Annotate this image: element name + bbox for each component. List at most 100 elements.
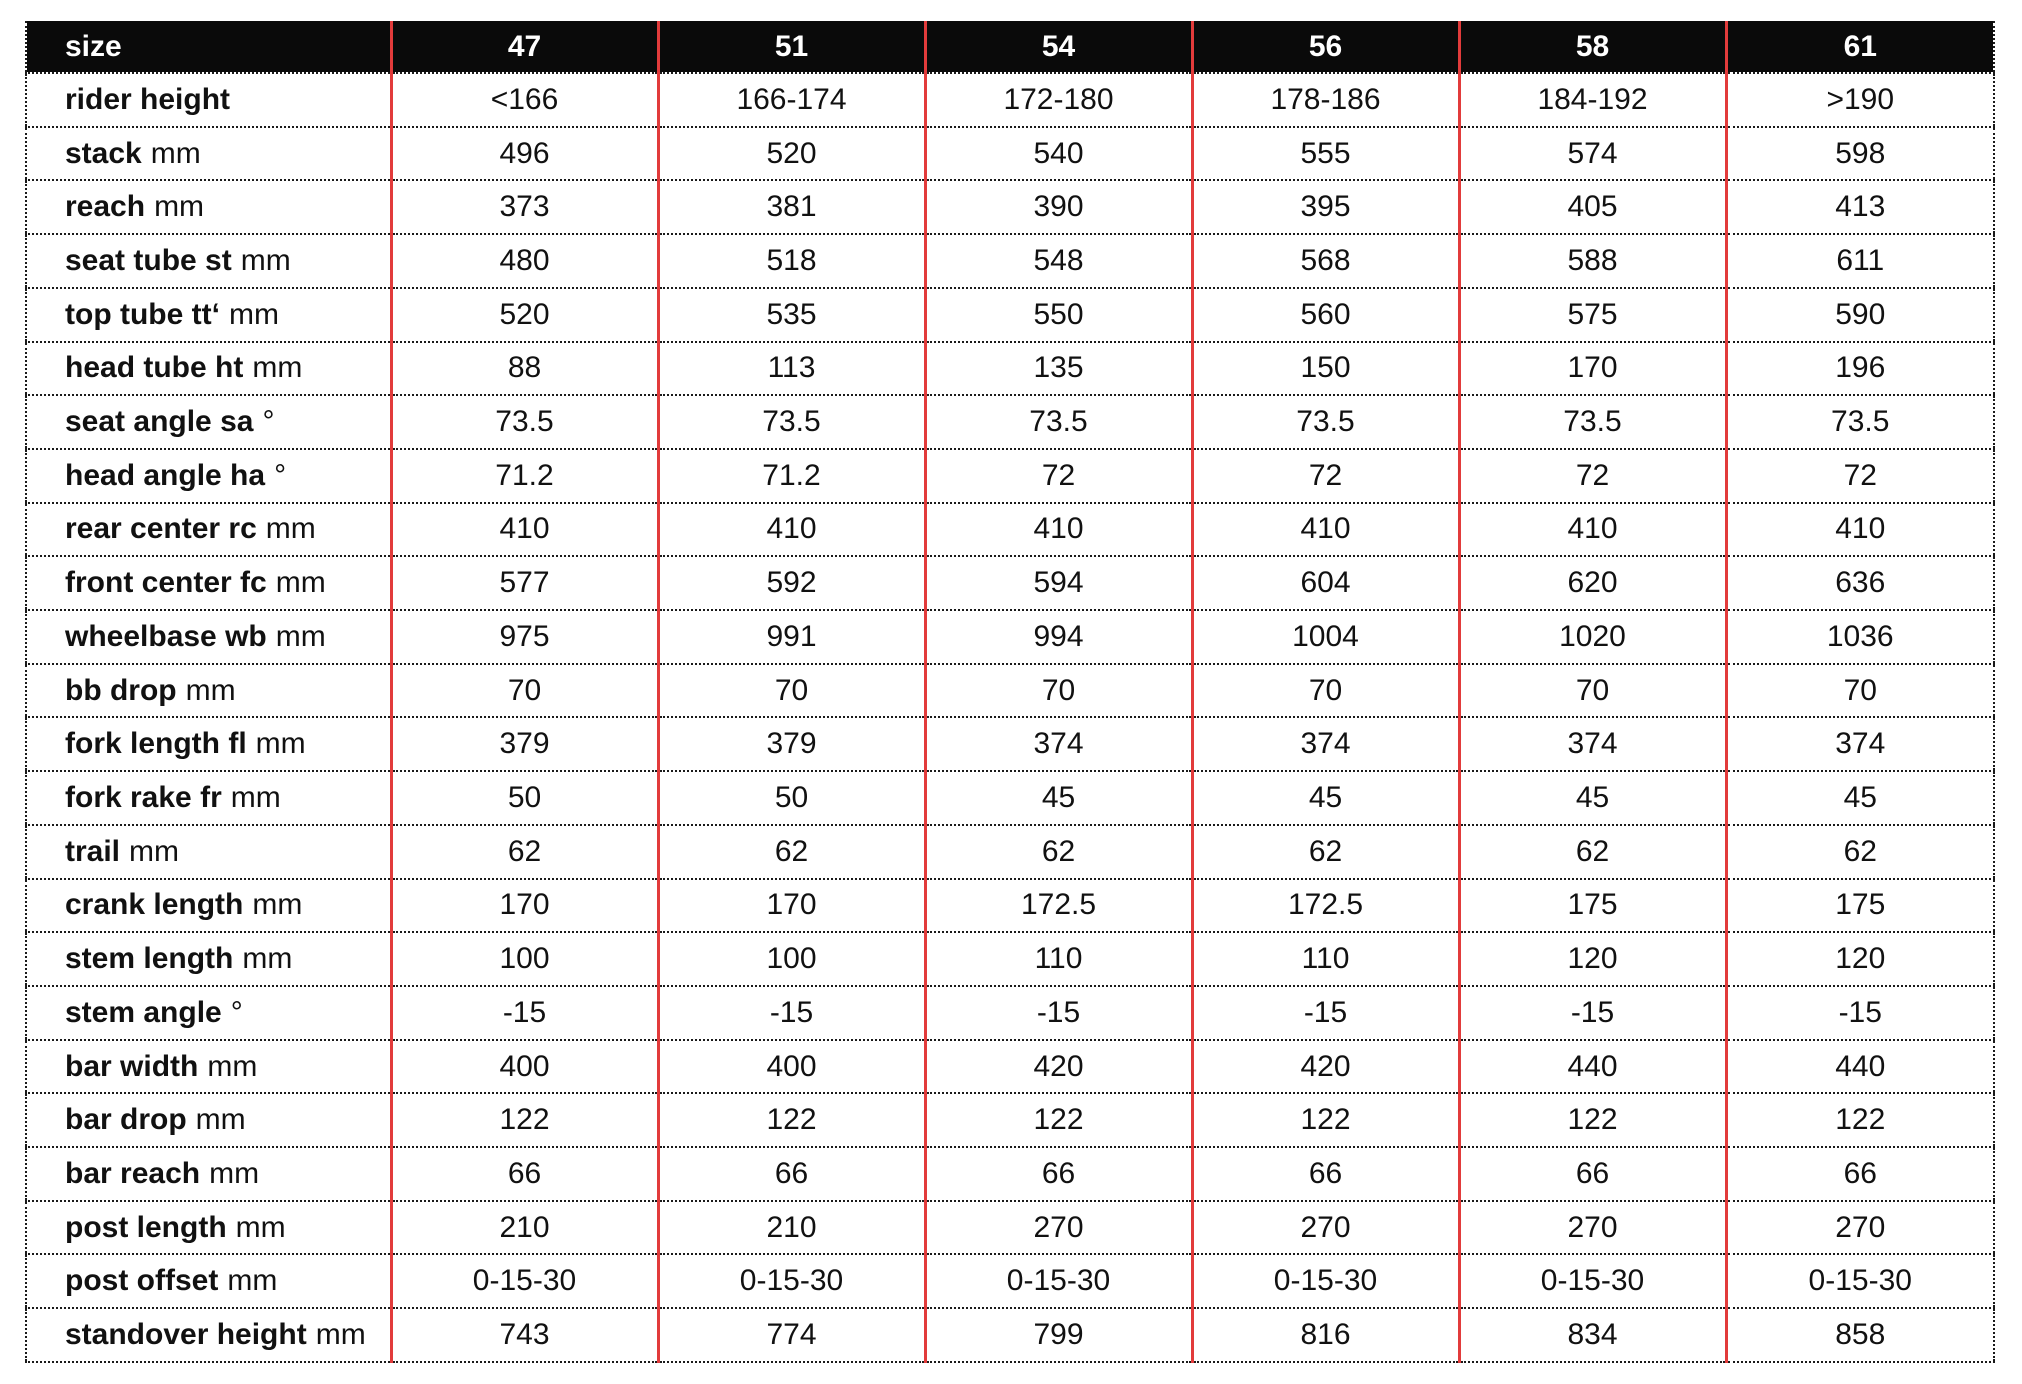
cell-value: 410 — [656, 502, 925, 558]
cell-value: 50 — [656, 771, 925, 826]
row-label: rider height — [65, 82, 231, 116]
cell-value: 62 — [923, 824, 1192, 880]
row-label: fork length fl — [65, 727, 247, 761]
cell-value: 62 — [1190, 824, 1459, 880]
row-label-cell: rider height — [26, 73, 391, 128]
cell-value: 834 — [1457, 1308, 1726, 1363]
cell-value: 66 — [1190, 1147, 1459, 1202]
cell-value: 400 — [389, 1039, 658, 1095]
row-label: seat angle sa — [65, 405, 254, 439]
table-row: stem angle ° -15 -15 -15 -15 -15 -15 — [26, 985, 1994, 1041]
cell-value: 379 — [389, 717, 658, 773]
cell-value: 122 — [1190, 1093, 1459, 1149]
cell-value: 62 — [656, 824, 925, 880]
row-label: bar width — [65, 1049, 199, 1083]
cell-value: 113 — [656, 341, 925, 397]
cell-value: -15 — [1724, 985, 1994, 1041]
cell-value: 122 — [656, 1093, 925, 1149]
cell-value: 184-192 — [1457, 73, 1726, 128]
row-label-cell: head tube ht mm — [26, 341, 391, 397]
cell-value: 858 — [1724, 1308, 1994, 1363]
row-label: bar reach — [65, 1156, 201, 1190]
row-label-cell: crank length mm — [26, 878, 391, 934]
cell-value: 62 — [1724, 824, 1994, 880]
row-unit: ° — [230, 995, 243, 1029]
table-row: head tube ht mm 88 113 135 150 170 196 — [26, 341, 1994, 397]
cell-value: 390 — [923, 180, 1192, 236]
row-label-cell: seat angle sa ° — [26, 395, 391, 450]
header-row: size 47 51 54 56 58 61 — [26, 21, 1994, 74]
row-label: trail — [65, 834, 121, 868]
header-size-61: 61 — [1724, 21, 1994, 74]
cell-value: 270 — [923, 1200, 1192, 1256]
cell-value: 175 — [1457, 878, 1726, 934]
row-unit: mm — [230, 780, 281, 814]
cell-value: 381 — [656, 180, 925, 236]
cell-value: 410 — [1190, 502, 1459, 558]
cell-value: 62 — [1457, 824, 1726, 880]
cell-value: 774 — [656, 1308, 925, 1363]
row-unit: mm — [252, 351, 303, 385]
table-row: seat tube st mm 480 518 548 568 588 611 — [26, 234, 1994, 289]
cell-value: 72 — [1190, 448, 1459, 504]
row-unit: mm — [242, 942, 293, 976]
cell-value: 410 — [923, 502, 1192, 558]
row-label-cell: seat tube st mm — [26, 234, 391, 289]
row-label: crank length — [65, 888, 244, 922]
row-label: front center fc — [65, 566, 267, 600]
cell-value: 170 — [389, 878, 658, 934]
cell-value: 178-186 — [1190, 73, 1459, 128]
row-label: bar drop — [65, 1103, 187, 1137]
bike-geometry-table: size 47 51 54 56 58 61 rider height <166… — [25, 21, 1995, 1363]
cell-value: 100 — [389, 932, 658, 987]
cell-value: -15 — [1190, 985, 1459, 1041]
row-unit: mm — [255, 727, 306, 761]
cell-value: 574 — [1457, 126, 1726, 182]
row-label: wheelbase wb — [65, 619, 267, 653]
row-unit: mm — [240, 243, 291, 277]
row-label-cell: fork rake fr mm — [26, 771, 391, 826]
row-label: top tube tt‘ — [65, 297, 220, 331]
cell-value: 120 — [1457, 932, 1726, 987]
row-label-cell: bar reach mm — [26, 1147, 391, 1202]
cell-value: 604 — [1190, 556, 1459, 612]
table-row: rear center rc mm 410 410 410 410 410 410 — [26, 502, 1994, 558]
header-size-47: 47 — [389, 21, 658, 74]
row-label: standover height — [65, 1318, 307, 1352]
row-unit: mm — [185, 673, 236, 707]
cell-value: -15 — [656, 985, 925, 1041]
header-size-56: 56 — [1190, 21, 1459, 74]
cell-value: 45 — [1457, 771, 1726, 826]
row-label: bb drop — [65, 673, 177, 707]
table-row: reach mm 373 381 390 395 405 413 — [26, 180, 1994, 236]
cell-value: 518 — [656, 234, 925, 289]
row-unit: mm — [150, 136, 201, 170]
geometry-table-container: size 47 51 54 56 58 61 rider height <166… — [25, 21, 1995, 1363]
cell-value: 45 — [1724, 771, 1994, 826]
cell-value: 170 — [1457, 341, 1726, 397]
cell-value: 73.5 — [1190, 395, 1459, 450]
cell-value: 410 — [389, 502, 658, 558]
cell-value: 270 — [1457, 1200, 1726, 1256]
cell-value: 66 — [1724, 1147, 1994, 1202]
row-unit: mm — [228, 297, 279, 331]
row-label-cell: stem length mm — [26, 932, 391, 987]
row-unit: mm — [315, 1318, 366, 1352]
cell-value: 175 — [1724, 878, 1994, 934]
table-row: bar reach mm 66 66 66 66 66 66 — [26, 1147, 1994, 1202]
row-unit: mm — [207, 1049, 258, 1083]
row-label: post offset — [65, 1264, 219, 1298]
cell-value: 196 — [1724, 341, 1994, 397]
cell-value: 72 — [1457, 448, 1726, 504]
cell-value: 440 — [1457, 1039, 1726, 1095]
cell-value: 1020 — [1457, 610, 1726, 665]
cell-value: 743 — [389, 1308, 658, 1363]
cell-value: 73.5 — [923, 395, 1192, 450]
header-size-51: 51 — [656, 21, 925, 74]
cell-value: 72 — [1724, 448, 1994, 504]
row-label: fork rake fr — [65, 780, 222, 814]
cell-value: 590 — [1724, 287, 1994, 343]
cell-value: 70 — [923, 663, 1192, 719]
table-row: front center fc mm 577 592 594 604 620 63… — [26, 556, 1994, 612]
